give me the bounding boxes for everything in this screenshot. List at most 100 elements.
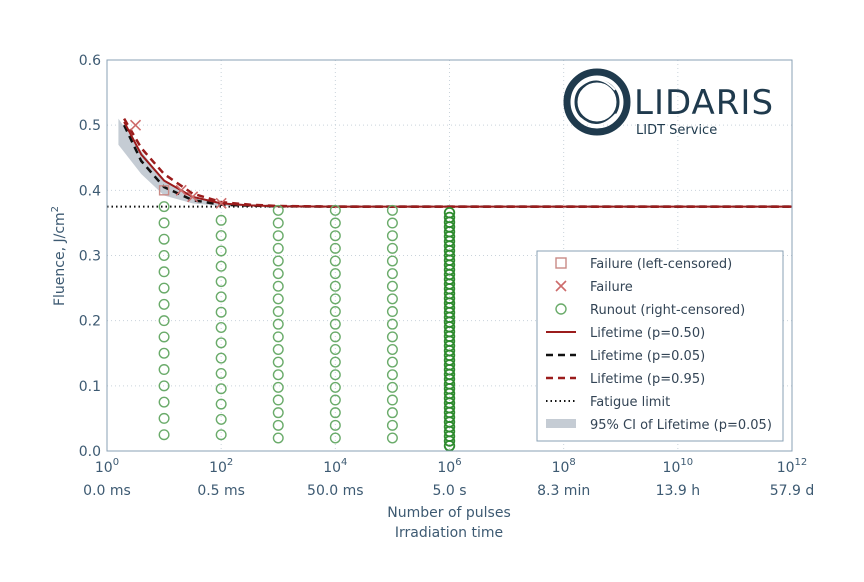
x-tick-exp: 4 bbox=[341, 457, 347, 468]
x-tick-exp: 6 bbox=[455, 457, 461, 468]
legend-square-icon bbox=[555, 257, 567, 269]
runout-point bbox=[329, 432, 341, 444]
x-axis-label-line2: Irradiation time bbox=[395, 525, 503, 541]
y-tick-label: 0.3 bbox=[79, 249, 101, 265]
runout-point bbox=[272, 407, 284, 419]
legend-entry-failure-left-censored: Failure (left-censored) bbox=[555, 257, 732, 272]
runout-point bbox=[272, 306, 284, 318]
runout-point bbox=[272, 204, 284, 216]
runout-point bbox=[329, 356, 341, 368]
runout-point bbox=[215, 260, 227, 272]
runout-point bbox=[329, 381, 341, 393]
runout-point bbox=[386, 293, 398, 305]
runout-point bbox=[158, 347, 170, 359]
y-tick-label: 0.2 bbox=[79, 314, 101, 330]
legend-cross-icon bbox=[555, 280, 567, 292]
runout-point bbox=[272, 369, 284, 381]
legend-entry-lifetime-p05: Lifetime (p=0.05) bbox=[546, 349, 705, 364]
runout-point bbox=[215, 352, 227, 364]
legend-label-lifetime-p05: Lifetime (p=0.05) bbox=[590, 349, 705, 364]
x-tick-time-label: 57.9 d bbox=[770, 483, 815, 499]
legend-band-icon bbox=[546, 419, 576, 428]
runout-point bbox=[329, 204, 341, 216]
x-tick-exp: 8 bbox=[569, 457, 575, 468]
left-censored-point bbox=[158, 185, 170, 196]
runout-point bbox=[272, 230, 284, 242]
runout-point bbox=[386, 268, 398, 280]
legend-entry-runout: Runout (right-censored) bbox=[555, 303, 745, 318]
x-tick-exp: 0 bbox=[113, 457, 119, 468]
x-tick-exp: 2 bbox=[227, 457, 233, 468]
legend-label-failure-left-censored: Failure (left-censored) bbox=[590, 257, 732, 272]
runout-point bbox=[386, 407, 398, 419]
runout-point bbox=[215, 337, 227, 349]
runout-point bbox=[158, 380, 170, 392]
logo-name: LIDARIS bbox=[634, 83, 774, 123]
legend-label-runout: Runout (right-censored) bbox=[590, 303, 745, 318]
y-tick-label: 0.6 bbox=[79, 53, 101, 69]
legend-box bbox=[536, 250, 784, 442]
runout-point bbox=[272, 242, 284, 254]
failure-point bbox=[215, 197, 227, 209]
runout-point bbox=[386, 255, 398, 267]
x-tick-base: 10 bbox=[95, 460, 113, 476]
runout-point bbox=[158, 217, 170, 229]
runout-point bbox=[158, 331, 170, 343]
legend-entry-lifetime-p50: Lifetime (p=0.50) bbox=[546, 326, 705, 341]
runout-point bbox=[329, 343, 341, 355]
runout-point bbox=[329, 306, 341, 318]
runout-point bbox=[329, 280, 341, 292]
runout-point bbox=[272, 293, 284, 305]
x-tick-time-label: 0.0 ms bbox=[83, 483, 131, 499]
runout-point bbox=[386, 230, 398, 242]
runout-point bbox=[329, 419, 341, 431]
runout-point bbox=[272, 381, 284, 393]
runout-point bbox=[329, 242, 341, 254]
runout-point bbox=[272, 394, 284, 406]
x-tick-label: 100 bbox=[95, 457, 119, 476]
runout-point bbox=[215, 214, 227, 226]
runout-point bbox=[329, 268, 341, 280]
x-tick-label: 1010 bbox=[663, 457, 694, 476]
runout-point bbox=[272, 217, 284, 229]
failure-point bbox=[175, 184, 187, 196]
runout-point bbox=[443, 206, 456, 219]
x-tick-base: 10 bbox=[437, 460, 455, 476]
logo-ring-icon bbox=[563, 68, 631, 136]
runout-point bbox=[158, 249, 170, 261]
x-tick-label: 1012 bbox=[777, 457, 808, 476]
y-tick-label: 0.5 bbox=[79, 118, 101, 134]
runout-point bbox=[329, 217, 341, 229]
runout-point bbox=[386, 242, 398, 254]
runout-point bbox=[158, 298, 170, 310]
runout-point bbox=[272, 356, 284, 368]
runout-point bbox=[329, 255, 341, 267]
runout-point bbox=[158, 282, 170, 294]
runout-point bbox=[158, 429, 170, 441]
x-axis-label-line1: Number of pulses bbox=[387, 505, 510, 521]
x-tick-base: 10 bbox=[777, 460, 795, 476]
legend: Failure (left-censored) Failure Runout (… bbox=[536, 250, 784, 442]
x-tick-time-label: 5.0 s bbox=[432, 483, 466, 499]
y-axis-label: Fluence, J/cm2 bbox=[50, 206, 68, 306]
legend-circle-icon bbox=[555, 303, 567, 315]
x-tick-label: 102 bbox=[209, 457, 233, 476]
legend-entry-failure: Failure bbox=[555, 280, 633, 295]
x-tick-base: 10 bbox=[209, 460, 227, 476]
markers-layer bbox=[129, 119, 456, 452]
runout-point bbox=[386, 432, 398, 444]
runout-point bbox=[215, 322, 227, 334]
runout-point bbox=[272, 255, 284, 267]
runout-point bbox=[215, 276, 227, 288]
runout-point bbox=[386, 419, 398, 431]
logo-tagline: LIDT Service bbox=[636, 123, 717, 138]
y-axis-label-sup: 2 bbox=[50, 206, 61, 212]
runout-point bbox=[329, 293, 341, 305]
runout-point bbox=[215, 413, 227, 425]
x-tick-label: 106 bbox=[437, 457, 461, 476]
runout-point bbox=[386, 204, 398, 216]
runout-point bbox=[329, 331, 341, 343]
runout-point bbox=[386, 217, 398, 229]
